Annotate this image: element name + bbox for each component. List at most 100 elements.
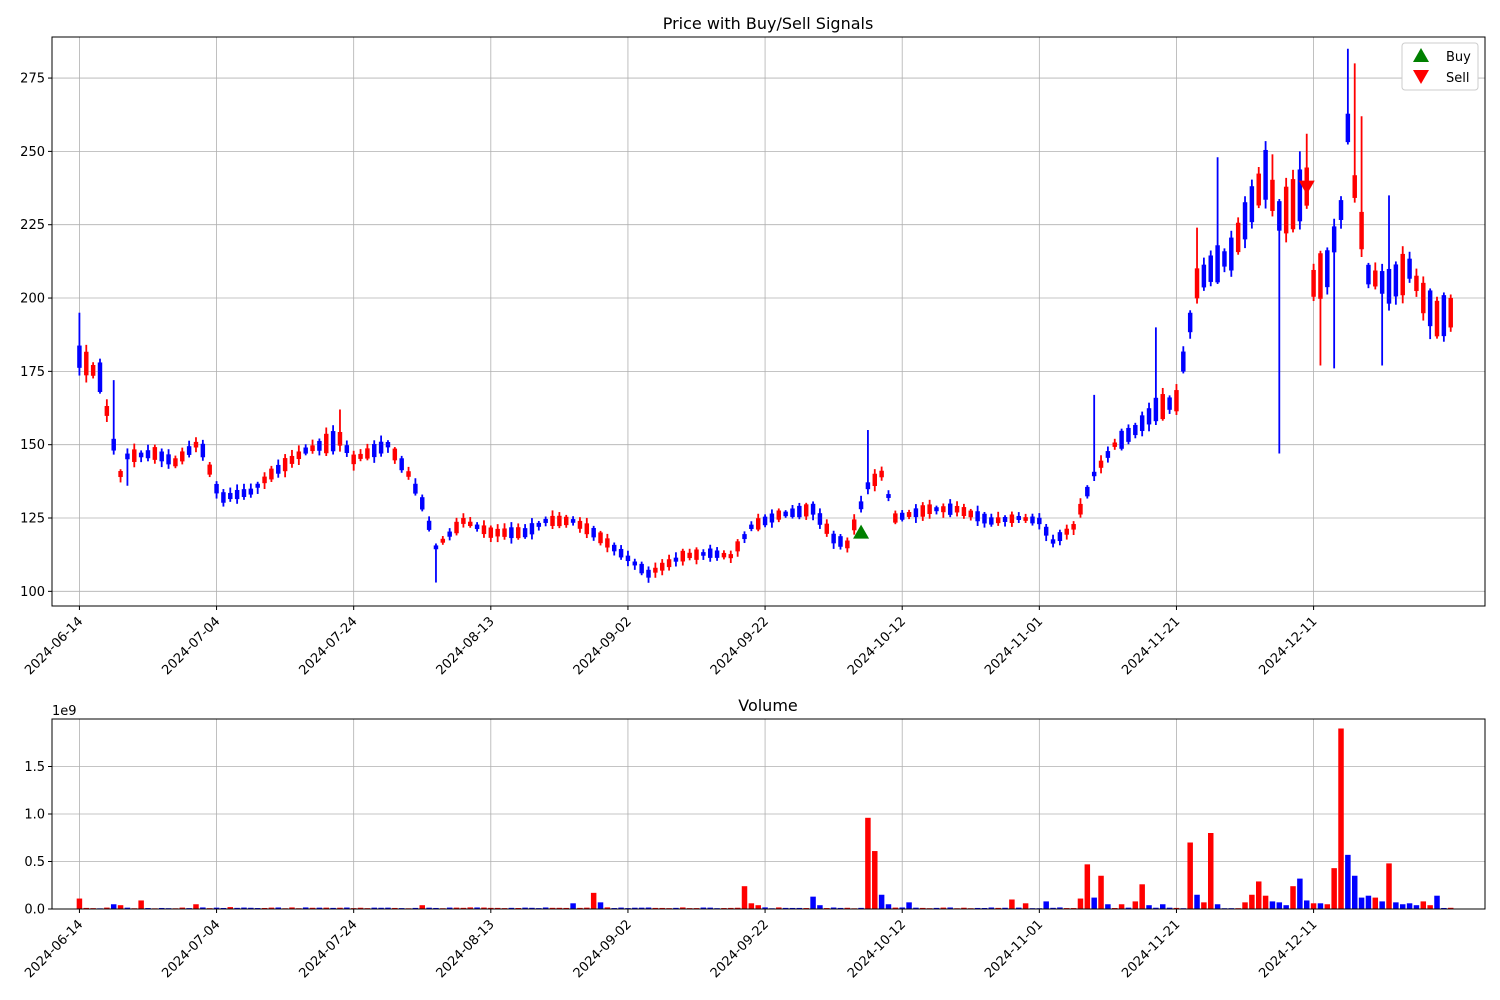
price-y-axis: 100 125 150 175 200 225 250 275 [20, 72, 52, 600]
candle-body [138, 452, 144, 458]
volume-bar [1310, 903, 1317, 909]
candle-body [276, 464, 281, 474]
volume-bar [604, 907, 611, 909]
candle-body [392, 448, 398, 461]
candle-body [1098, 460, 1104, 468]
volume-bar [124, 907, 131, 909]
volume-bar [1338, 728, 1344, 909]
volume-bar [1009, 899, 1015, 909]
candle-body [728, 554, 734, 559]
candle-body [831, 533, 836, 544]
candle-body [1174, 390, 1179, 412]
volume-bar [1399, 904, 1406, 909]
candle-body [625, 555, 631, 562]
price-candles [77, 48, 1453, 583]
candle-body [1016, 516, 1021, 520]
candle-body [1345, 113, 1351, 143]
volume-bar [1297, 878, 1303, 909]
candle-body [920, 505, 925, 517]
candle-body [1235, 222, 1241, 253]
candle-body [1009, 514, 1015, 523]
volume-bar [1365, 895, 1372, 909]
sell-signal-marker [1298, 180, 1315, 195]
volume-scale-label: 1e9 [52, 704, 77, 719]
candle-body [481, 525, 487, 535]
volume-bar [556, 907, 563, 909]
candle-body [776, 510, 782, 520]
volume-bar [680, 907, 686, 909]
candle-body [1366, 264, 1371, 285]
volume-bar [577, 907, 583, 909]
volume-bar [652, 907, 659, 909]
volume-bar [213, 907, 220, 909]
candle-body [378, 441, 384, 454]
volume-bar [474, 907, 480, 909]
volume-x-axis: 2024-06-14 2024-07-04 2024-07-24 2024-08-13… [22, 909, 1320, 981]
candle-body [1290, 179, 1296, 230]
candle-body [632, 561, 638, 566]
volume-ytick-label: 0.0 [24, 903, 45, 918]
candle-body [653, 567, 658, 573]
candle-body [612, 544, 617, 552]
volume-xtick-label: 2024-10-12 [845, 917, 909, 981]
candle-body [1037, 517, 1042, 525]
volume-bar [1207, 833, 1214, 909]
volume-bar [913, 907, 919, 909]
volume-bar [1194, 894, 1200, 909]
volume-bar [412, 907, 419, 909]
volume-bar [1290, 886, 1296, 909]
volume-bar [858, 907, 864, 909]
candle-body [1050, 539, 1056, 544]
candle-body [639, 563, 644, 574]
volume-xtick-label: 2024-09-22 [708, 917, 772, 981]
volume-bar [446, 907, 453, 909]
candle-body [584, 523, 590, 535]
candle-body [296, 451, 302, 460]
volume-bar [933, 907, 940, 909]
volume-xtick-label: 2024-06-14 [22, 917, 86, 981]
volume-bar [1077, 898, 1084, 909]
volume-bar [1118, 904, 1125, 909]
volume-bar [590, 892, 597, 909]
volume-bar [844, 907, 851, 909]
candle-body [1030, 516, 1035, 524]
candle-body [797, 505, 802, 518]
candle-body [803, 504, 809, 517]
volume-bar [584, 907, 590, 909]
candle-body [543, 518, 548, 523]
candle-body [337, 431, 343, 446]
volume-bar [1447, 907, 1454, 909]
candle-body [1071, 524, 1076, 530]
volume-bar [1372, 897, 1379, 909]
candle-body [1160, 394, 1165, 420]
candle-body [1085, 486, 1090, 497]
volume-bar [508, 907, 515, 909]
legend-sell-label: Sell [1446, 71, 1469, 86]
candle-body [77, 345, 82, 368]
volume-bar [1345, 854, 1351, 909]
legend-sell-marker [1413, 70, 1429, 84]
volume-bar [494, 907, 501, 909]
candle-body [577, 520, 583, 529]
volume-bar [940, 907, 947, 909]
candle-body [851, 519, 857, 531]
candle-body [824, 523, 830, 534]
volume-bar [426, 907, 432, 909]
volume-y-axis: 0.0 0.5 1.0 1.5 [24, 760, 52, 918]
candle-body [721, 552, 727, 558]
volume-bar [1420, 901, 1427, 909]
candle-body [666, 559, 672, 568]
candle-body [406, 471, 411, 477]
volume-bar [741, 886, 748, 909]
candle-body [330, 431, 336, 452]
candle-body [947, 503, 953, 515]
volume-bar [529, 907, 535, 909]
candle-body [1338, 200, 1344, 220]
volume-bar [83, 907, 90, 909]
volume-bar [117, 905, 124, 909]
volume-bar [419, 905, 425, 909]
candle-body [1297, 169, 1303, 222]
candle-body [694, 549, 699, 560]
volume-bar [330, 907, 336, 909]
candle-body [838, 536, 843, 547]
